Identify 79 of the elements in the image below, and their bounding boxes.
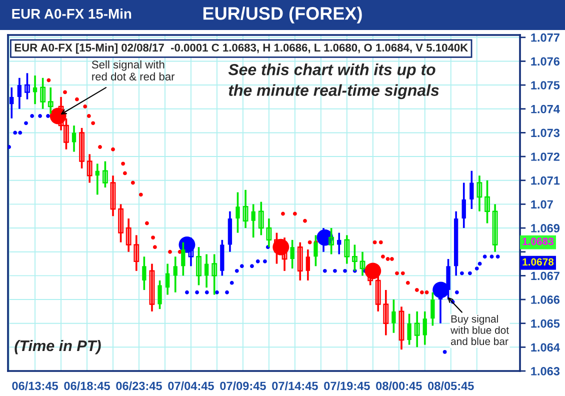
- y-tick-label: 1.066: [531, 296, 560, 304]
- x-tick-label: 08/05:45: [428, 381, 474, 390]
- candlestick: [258, 200, 264, 236]
- candlestick: [242, 188, 248, 229]
- y-tick-label: 1.077: [531, 33, 560, 42]
- candlestick: [17, 76, 22, 110]
- y-tick-label: 1.07: [531, 200, 553, 209]
- candlestick: [149, 262, 155, 312]
- y-tick-label: 1.073: [531, 128, 560, 138]
- candlestick: [158, 280, 162, 310]
- candlestick: [414, 310, 420, 348]
- candlestick: [32, 74, 38, 106]
- candlestick: [118, 203, 124, 244]
- candlestick: [422, 310, 427, 346]
- candlestick: [251, 203, 256, 238]
- text: 1.0678: [522, 258, 554, 266]
- y-tick-label: 1.065: [531, 319, 560, 328]
- candlestick: [196, 246, 202, 286]
- chart-title: EUR/USD (FOREX): [203, 6, 362, 24]
- candlestick: [430, 291, 435, 327]
- y-tick-label: 1.072: [531, 152, 560, 161]
- candlestick: [126, 218, 132, 253]
- candlestick: [492, 203, 498, 253]
- y-tick-label: 1.075: [531, 81, 560, 90]
- candlestick: [266, 218, 272, 248]
- annotation: Buy signal with blue dot and blue bar: [450, 314, 509, 346]
- text: 1.0683: [522, 238, 554, 246]
- candlestick: [102, 160, 108, 188]
- x-tick-label: 07/19:45: [324, 381, 370, 390]
- candlestick: [344, 234, 350, 265]
- candlestick: [360, 250, 366, 277]
- candlestick: [297, 241, 303, 282]
- candlestick: [476, 174, 482, 212]
- candlestick: [86, 153, 92, 184]
- candlestick: [173, 256, 178, 294]
- candlestick: [484, 179, 490, 224]
- candlestick: [72, 124, 76, 153]
- annotation: Sell signal with red dot & red bar: [92, 60, 175, 80]
- candlestick: [134, 234, 140, 272]
- candlestick: [383, 289, 389, 336]
- candlestick: [40, 76, 46, 110]
- y-tick-label: 1.064: [531, 343, 560, 352]
- chart-subtitle: EUR A0-FX 15-Min: [12, 8, 132, 19]
- x-tick-label: 06/23:45: [116, 381, 162, 390]
- y-tick-label: 1.067: [531, 272, 560, 280]
- candlestick: [290, 239, 294, 270]
- y-tick-label: 1.071: [531, 176, 560, 185]
- candlestick: [142, 256, 146, 291]
- candlestick: [95, 162, 100, 196]
- x-tick-label: 06/18:45: [64, 381, 110, 390]
- candlestick: [392, 298, 396, 334]
- candlestick: [470, 170, 474, 210]
- annotation: (Time in PT): [14, 340, 101, 354]
- x-tick-label: 08/00:45: [376, 381, 422, 390]
- candlestick: [204, 253, 209, 288]
- x-tick-label: 07/14:45: [272, 381, 318, 390]
- y-tick-label: 1.063: [531, 367, 560, 376]
- candlestick: [236, 191, 240, 234]
- candlestick: [24, 72, 30, 100]
- candlestick: [398, 306, 404, 350]
- annotation: See this chart with its up to the minute real-time signals: [228, 64, 439, 100]
- candlestick: [79, 127, 85, 170]
- candlestick: [212, 253, 218, 296]
- y-tick-label: 1.076: [531, 57, 560, 66]
- annotation: EUR A0-FX [15-Min] 02/08/17 -0.0001 C 1.0683, H 1.0686, L 1.0680, O 1.0684, V 5.1040K: [14, 43, 468, 54]
- candlestick: [337, 232, 342, 256]
- candlestick: [306, 248, 310, 282]
- candlestick: [407, 312, 412, 346]
- candlestick: [328, 227, 334, 256]
- candlestick: [110, 174, 116, 218]
- candlestick: [462, 182, 466, 229]
- x-tick-label: 06/13:45: [12, 381, 58, 390]
- x-tick-label: 07/09:45: [220, 381, 266, 390]
- y-tick-label: 1.069: [531, 224, 560, 232]
- candlestick: [166, 262, 170, 296]
- y-tick-label: 1.074: [531, 104, 560, 114]
- candlestick: [48, 86, 54, 115]
- x-tick-label: 07/04:45: [168, 381, 214, 390]
- candlestick: [10, 86, 14, 120]
